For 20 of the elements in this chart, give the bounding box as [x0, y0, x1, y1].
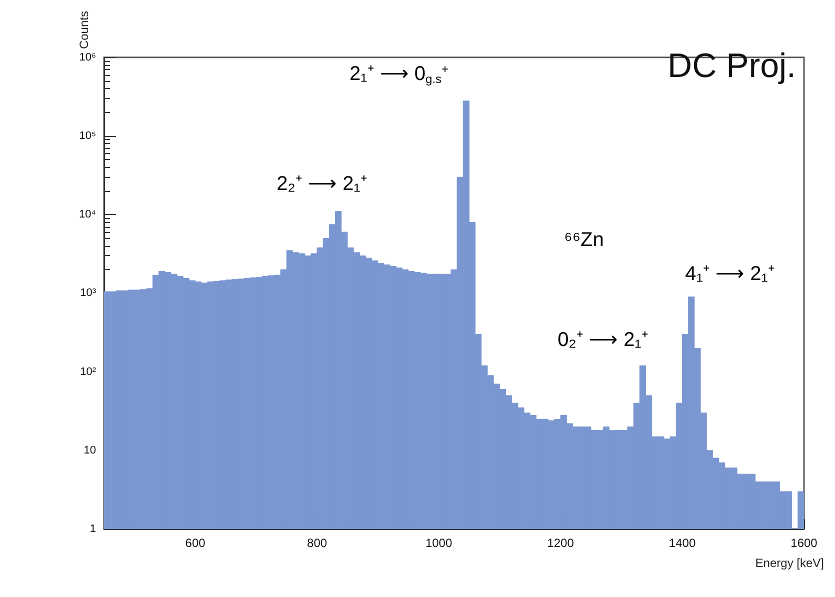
annotation: 0₂⁺ ⟶ 2₁⁺ [558, 329, 648, 351]
x-tick-label: 800 [307, 536, 328, 550]
y-tick-label: 1 [90, 523, 96, 535]
x-tick-label: 1400 [668, 536, 696, 550]
y-axis-title: Counts [77, 11, 91, 50]
x-axis-title: Energy [keV] [755, 556, 824, 570]
annotation: 4₁⁺ ⟶ 2₁⁺ [685, 263, 775, 285]
x-tick-label: 1200 [547, 536, 574, 550]
annotation: ⁶⁶Zn [564, 229, 604, 251]
x-tick-label: 1600 [790, 536, 818, 550]
annotation: 2₂⁺ ⟶ 2₁⁺ [276, 173, 368, 195]
y-tick-label: 10² [80, 366, 96, 378]
y-tick-label: 10⁶ [79, 51, 96, 64]
y-tick-label: 10⁵ [79, 130, 96, 142]
chart-title: DC Proj. [668, 47, 796, 85]
x-tick-label: 600 [185, 536, 206, 550]
y-tick-label: 10 [84, 444, 96, 456]
y-tick-label: 10³ [80, 287, 96, 300]
y-tick-label: 10⁴ [79, 208, 96, 221]
x-tick-label: 1000 [425, 536, 452, 550]
